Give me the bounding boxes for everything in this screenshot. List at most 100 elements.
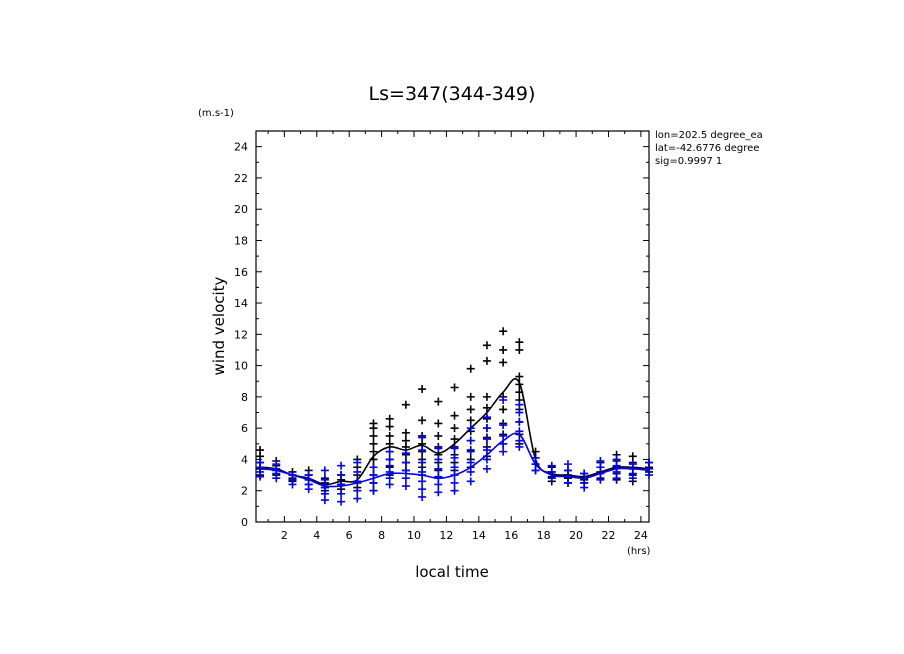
y-axis-label: wind velocity <box>210 276 228 375</box>
series-blue-point <box>563 478 572 487</box>
data-marks <box>256 327 653 506</box>
x-tick-label: 4 <box>313 529 320 542</box>
series-blue-point <box>434 464 443 473</box>
series-black-point <box>482 341 491 350</box>
series-black-point <box>450 435 459 444</box>
annotation-sig: sig=0.9997 1 <box>655 156 722 167</box>
series-black-point <box>499 345 508 354</box>
y-tick-label: 0 <box>241 516 248 529</box>
series-blue-point <box>482 446 491 455</box>
series-black-point <box>369 447 378 456</box>
y-tick-label: 16 <box>234 266 248 279</box>
series-blue-point <box>353 494 362 503</box>
series-blue-point <box>596 475 605 484</box>
series-black-point <box>385 422 394 431</box>
series-blue-point <box>401 482 410 491</box>
series-blue-point <box>353 486 362 495</box>
series-black-point <box>515 338 524 347</box>
series-blue-point <box>385 447 394 456</box>
y-tick-label: 14 <box>234 297 248 310</box>
series-black-point <box>466 405 475 414</box>
series-blue-point <box>482 424 491 433</box>
series-blue-point <box>401 474 410 483</box>
axis-ticks: 2 4 6 8 10 12 14 16 18 20 22 2402468101214161820222… <box>234 130 649 542</box>
series-blue-point <box>499 431 508 440</box>
series-black-point <box>450 383 459 392</box>
chart-title: Ls=347(344-349) <box>369 83 536 105</box>
x-tick-label: 6 <box>346 529 353 542</box>
y-tick-label: 12 <box>234 328 248 341</box>
series-blue-point <box>418 485 427 494</box>
series-blue-point <box>466 467 475 476</box>
x-tick-label: 18 <box>537 529 551 542</box>
series-blue-point <box>401 458 410 467</box>
series-black-point <box>482 392 491 401</box>
series-blue-point <box>450 478 459 487</box>
series-blue-point <box>482 455 491 464</box>
series-blue-point <box>337 497 346 506</box>
series-blue-point <box>482 435 491 444</box>
series-blue-point <box>320 475 329 484</box>
series-black-point <box>385 414 394 423</box>
series-blue-point <box>434 444 443 453</box>
series-blue-point <box>401 449 410 458</box>
series-black-point <box>499 358 508 367</box>
series-blue-point <box>418 492 427 501</box>
series-blue-point <box>288 480 297 489</box>
x-tick-label: 22 <box>601 529 615 542</box>
series-blue-point <box>466 424 475 433</box>
series-black-point <box>434 419 443 428</box>
x-tick-label: 2 <box>281 529 288 542</box>
series-black-point <box>466 416 475 425</box>
series-blue-point <box>337 480 346 489</box>
y-unit-label: (m.s-1) <box>198 108 234 119</box>
series-black-point <box>515 345 524 354</box>
y-tick-label: 24 <box>234 141 248 154</box>
series-blue-point <box>434 488 443 497</box>
series-blue-point <box>628 474 637 483</box>
series-black-point <box>499 405 508 414</box>
series-black-point <box>385 431 394 440</box>
y-tick-label: 18 <box>234 234 248 247</box>
series-black-point <box>369 439 378 448</box>
series-blue-point <box>353 477 362 486</box>
series-blue-point <box>450 444 459 453</box>
series-black-point <box>450 411 459 420</box>
series-blue-point <box>515 400 524 409</box>
series-blue-point <box>418 433 427 442</box>
series-blue-point <box>482 413 491 422</box>
plot-frame <box>255 130 650 523</box>
series-blue-point <box>531 466 540 475</box>
annotation-lat: lat=-42.6776 degree <box>655 143 759 154</box>
series-blue-point <box>369 486 378 495</box>
series-black-point <box>466 364 475 373</box>
series-black-point <box>482 356 491 365</box>
series-blue-point <box>499 396 508 405</box>
series-blue-point <box>499 421 508 430</box>
x-unit-label: (hrs) <box>627 546 651 557</box>
series-black-point <box>418 385 427 394</box>
x-tick-label: 12 <box>439 529 453 542</box>
series-black-point <box>369 424 378 433</box>
series-black-point <box>369 431 378 440</box>
y-tick-label: 2 <box>241 485 248 498</box>
series-blue-point <box>337 489 346 498</box>
x-tick-label: 20 <box>569 529 583 542</box>
x-tick-label: 16 <box>504 529 518 542</box>
series-blue-point <box>434 480 443 489</box>
x-tick-label: 14 <box>472 529 486 542</box>
series-black-point <box>499 327 508 336</box>
series-blue-point <box>450 453 459 462</box>
series-black-point <box>434 431 443 440</box>
y-tick-label: 10 <box>234 360 248 373</box>
series-blue-point <box>450 463 459 472</box>
y-tick-label: 22 <box>234 172 248 185</box>
series-blue-point <box>272 474 281 483</box>
y-tick-label: 4 <box>241 453 248 466</box>
series-blue-point <box>353 458 362 467</box>
series-blue-point <box>434 472 443 481</box>
y-tick-label: 8 <box>241 391 248 404</box>
series-blue-point <box>466 477 475 486</box>
